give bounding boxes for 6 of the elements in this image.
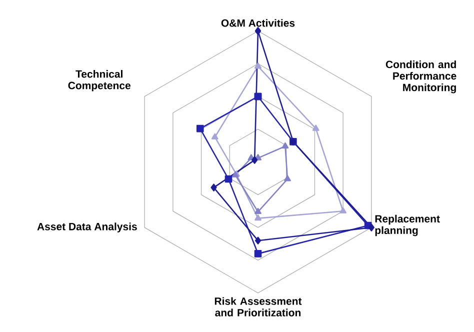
spoke-label: O&M Activities bbox=[221, 19, 295, 27]
spoke-label: Risk Assessment and Prioritization bbox=[214, 297, 302, 316]
spoke-label: Technical Competence bbox=[68, 70, 130, 92]
spoke-label: Asset Data Analysis bbox=[37, 222, 137, 232]
spoke-label: Replacement planning bbox=[375, 214, 440, 236]
spoke-label: Condition and Performance Monitoring bbox=[386, 60, 456, 94]
